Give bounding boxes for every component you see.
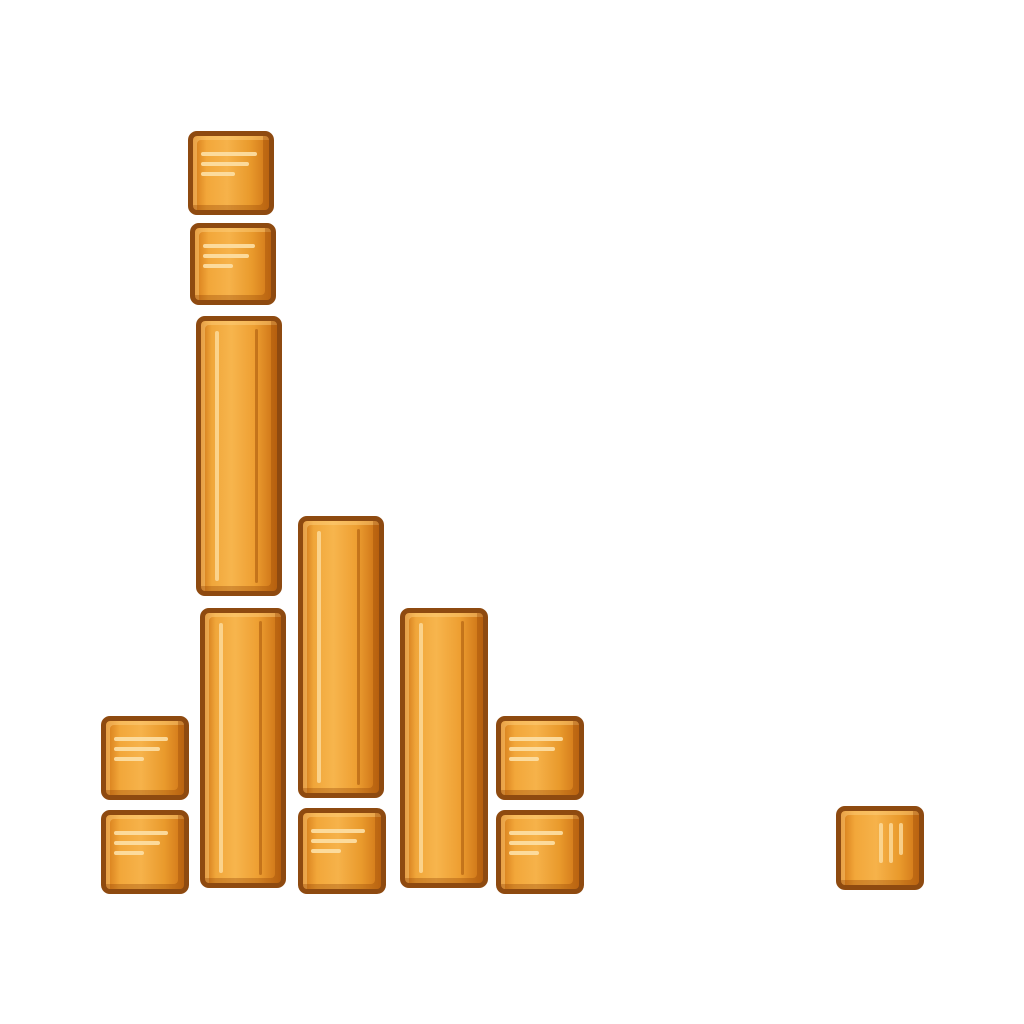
wood-cube-block[interactable]: [496, 810, 584, 894]
wood-cube-block[interactable]: [101, 810, 189, 894]
wood-cube-block[interactable]: [836, 806, 924, 890]
wood-plank-block[interactable]: [196, 316, 282, 596]
wood-cube-block[interactable]: [101, 716, 189, 800]
wood-cube-block[interactable]: [496, 716, 584, 800]
wood-plank-block[interactable]: [298, 516, 384, 798]
wood-cube-block[interactable]: [190, 223, 276, 305]
wood-cube-block[interactable]: [298, 808, 386, 894]
wood-cube-block[interactable]: [188, 131, 274, 215]
wood-plank-block[interactable]: [200, 608, 286, 888]
wood-plank-block[interactable]: [400, 608, 488, 888]
